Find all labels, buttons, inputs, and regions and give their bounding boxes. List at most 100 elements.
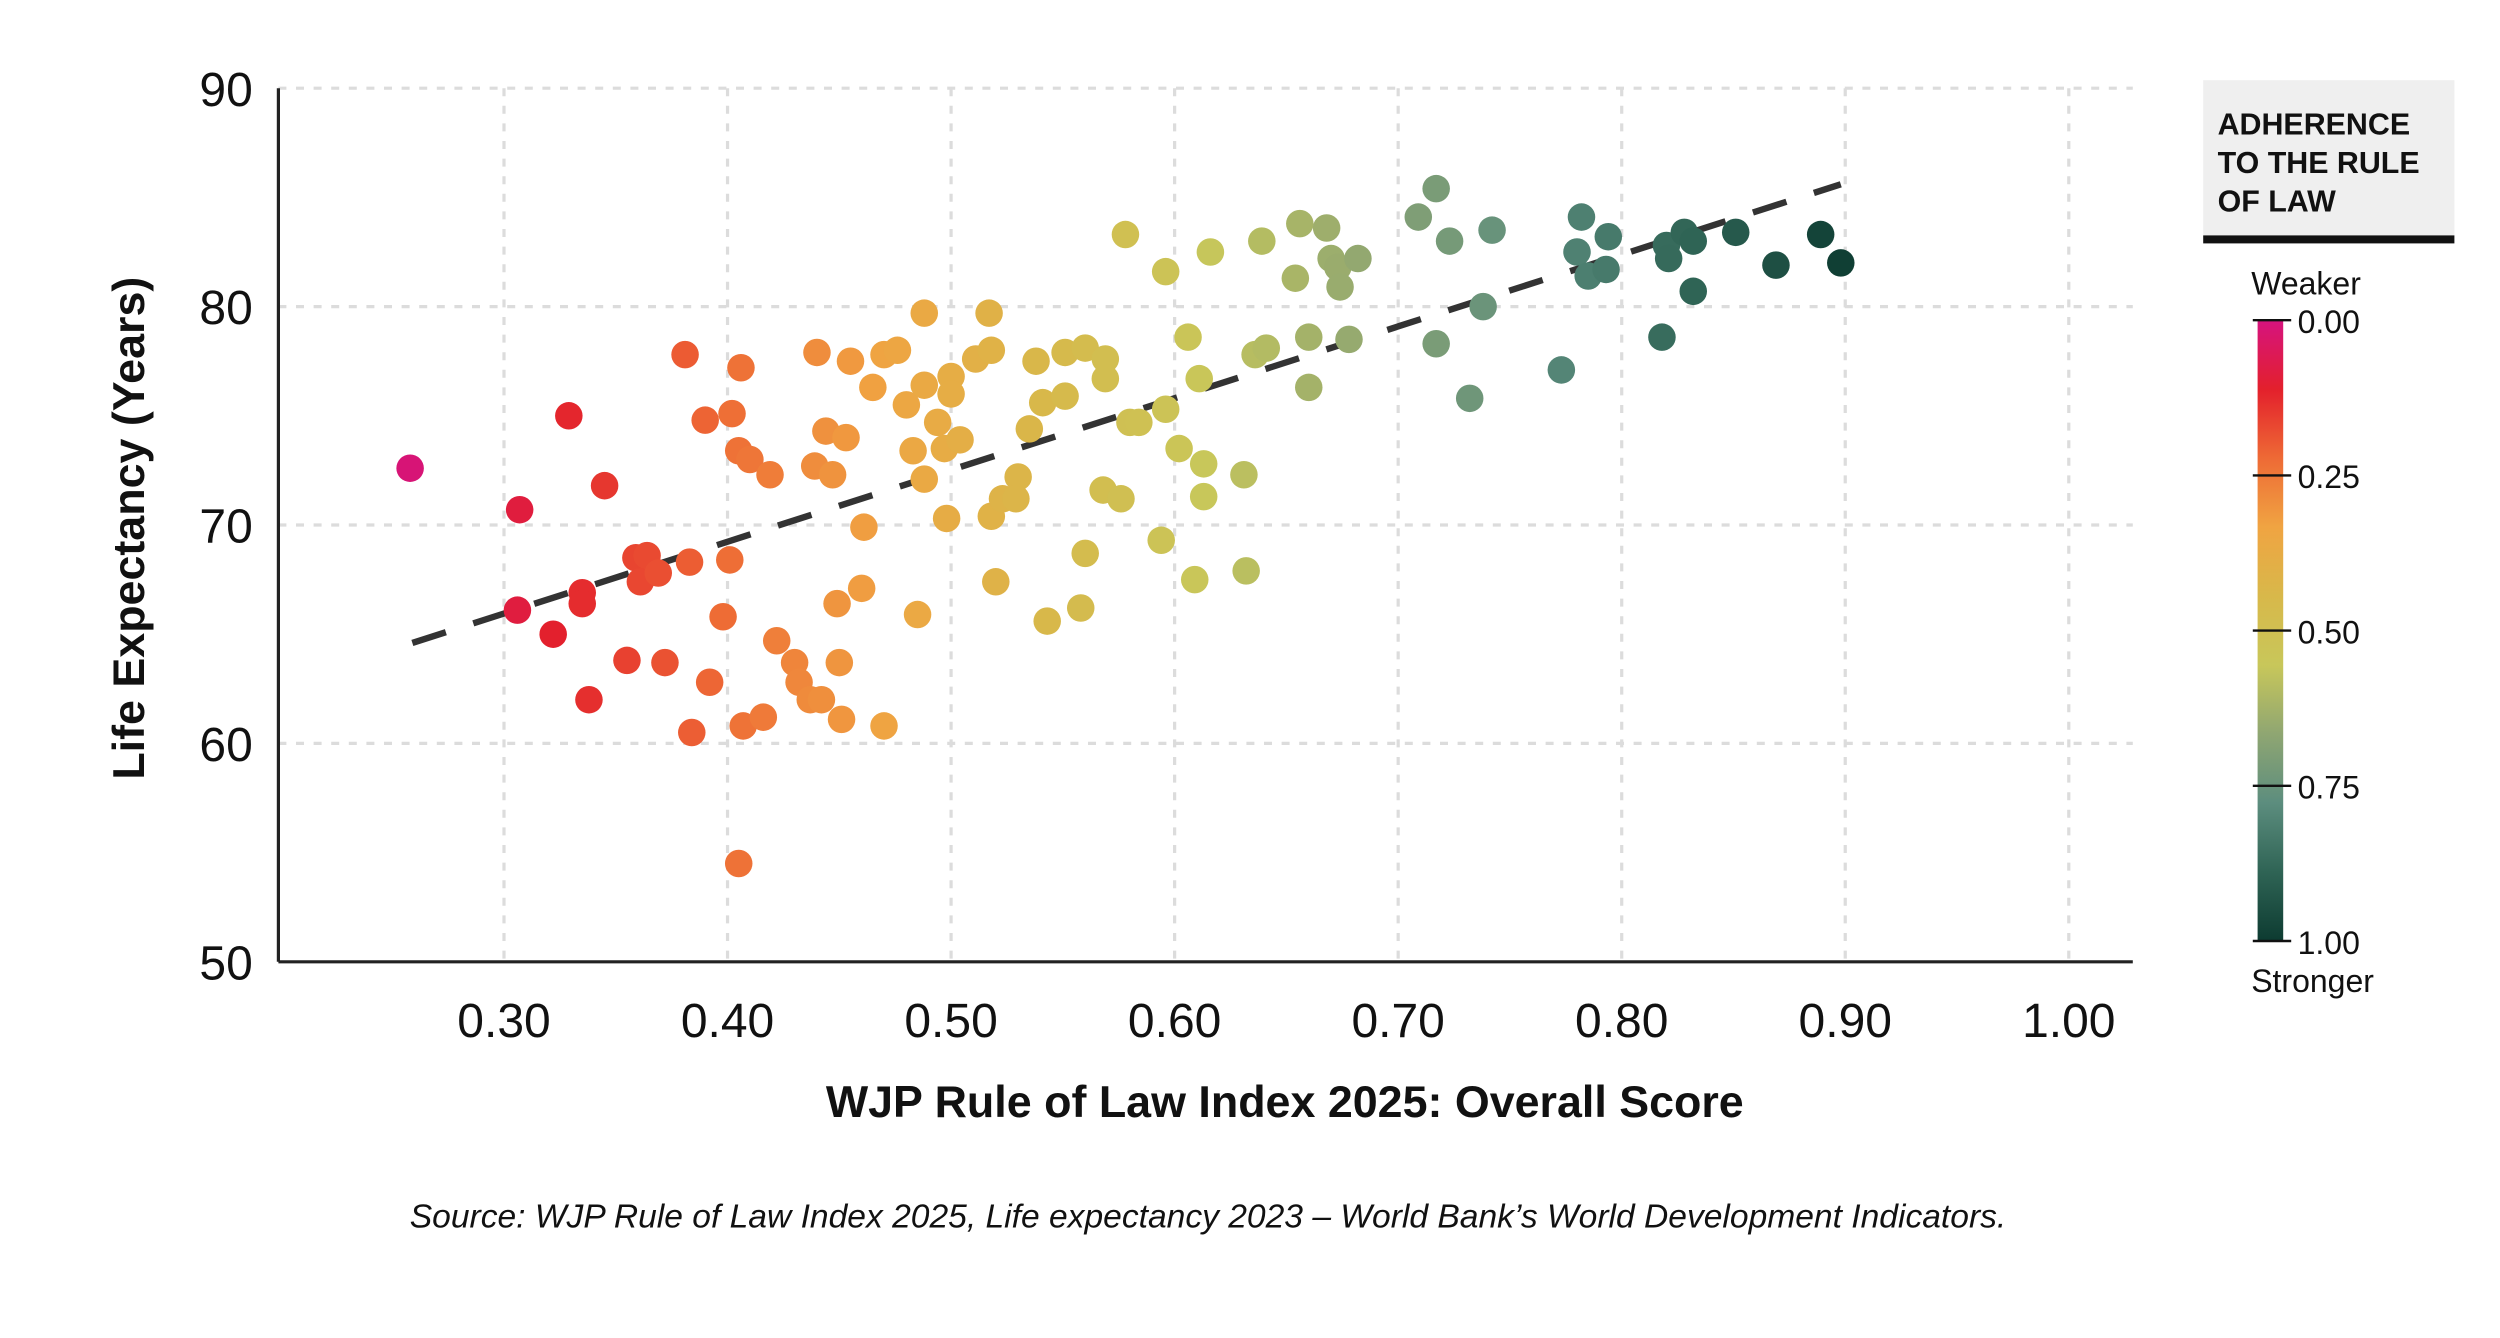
legend-tick-label: 0.00 — [2298, 304, 2360, 340]
data-point — [1071, 334, 1099, 362]
data-point — [1547, 356, 1576, 384]
legend-top-label: Weaker — [2251, 266, 2361, 302]
data-point — [977, 336, 1006, 365]
data-point — [716, 546, 744, 574]
x-tick-label: 0.60 — [1128, 995, 1221, 1048]
x-tick-label: 0.80 — [1575, 995, 1668, 1048]
data-point — [847, 574, 876, 603]
data-point — [539, 620, 567, 648]
data-point — [756, 461, 784, 489]
legend-title-line: TO THE RULE — [2218, 146, 2420, 180]
data-point — [825, 648, 854, 677]
x-axis-label: WJP Rule of Law Index 2025: Overall Scor… — [826, 1077, 1744, 1127]
data-point — [1022, 347, 1050, 375]
data-point — [1281, 264, 1310, 292]
data-point — [832, 423, 860, 452]
data-point — [827, 705, 856, 734]
data-point — [1174, 323, 1202, 351]
data-point — [675, 548, 704, 576]
data-point — [396, 454, 424, 482]
legend-tick-label: 1.00 — [2298, 925, 2360, 961]
color-legend: ADHERENCE TO THE RULE OF LAW Weaker 0.00 0.… — [2203, 80, 2455, 999]
data-point — [836, 347, 865, 375]
y-tick-label: 90 — [199, 64, 252, 117]
data-point — [1180, 565, 1209, 594]
data-point — [1806, 220, 1835, 249]
data-point — [695, 668, 724, 697]
data-point — [1125, 408, 1153, 437]
data-point — [859, 373, 887, 402]
data-point — [937, 380, 965, 408]
data-point — [1230, 461, 1258, 489]
data-point — [823, 589, 851, 618]
data-point — [1286, 209, 1314, 238]
data-point — [1344, 244, 1372, 273]
data-points — [396, 174, 1855, 878]
y-tick-label: 60 — [199, 719, 252, 772]
data-point — [1827, 249, 1855, 277]
data-point — [613, 646, 641, 675]
data-point — [1679, 277, 1708, 306]
data-point — [709, 602, 737, 631]
data-point — [1002, 485, 1030, 513]
data-point — [1679, 227, 1708, 255]
x-tick-label: 0.70 — [1351, 995, 1444, 1048]
data-point — [505, 495, 534, 524]
data-point — [899, 436, 927, 465]
data-point — [590, 471, 619, 500]
data-point — [1469, 292, 1497, 321]
data-point — [1015, 415, 1044, 443]
data-point — [1091, 345, 1120, 373]
data-point — [1151, 395, 1180, 424]
x-tick-label: 0.40 — [681, 995, 774, 1048]
data-point — [1567, 203, 1596, 231]
legend-title: ADHERENCE TO THE RULE OF LAW — [2218, 108, 2420, 219]
tick-labels: 0.30 0.40 0.50 0.60 0.70 0.80 0.90 1.00 50 60 70 80… — [199, 64, 2115, 1048]
data-point — [568, 589, 596, 618]
data-point — [678, 718, 706, 747]
y-tick-label: 80 — [199, 282, 252, 335]
data-point — [1165, 434, 1193, 463]
data-point — [1232, 557, 1260, 585]
data-point — [1252, 334, 1281, 362]
data-point — [555, 402, 583, 430]
x-tick-label: 1.00 — [2022, 995, 2115, 1048]
data-point — [1762, 251, 1790, 279]
data-point — [575, 685, 603, 714]
x-tick-label: 0.90 — [1799, 995, 1892, 1048]
data-point — [671, 340, 699, 369]
data-point — [1051, 382, 1079, 410]
data-point — [946, 426, 974, 454]
data-point — [1594, 222, 1623, 251]
data-point — [1563, 238, 1591, 266]
data-point — [1111, 220, 1140, 249]
data-point — [1422, 174, 1450, 203]
data-point — [1091, 364, 1120, 393]
data-point — [1312, 214, 1341, 242]
data-point — [1107, 485, 1135, 513]
data-point — [724, 849, 753, 878]
data-point — [850, 513, 878, 541]
x-tick-label: 0.50 — [904, 995, 997, 1048]
data-point — [762, 626, 791, 655]
data-point — [651, 648, 679, 677]
data-point — [1066, 594, 1095, 622]
data-point — [1478, 216, 1506, 244]
data-point — [910, 299, 939, 327]
data-point — [1189, 450, 1218, 478]
data-point — [1435, 227, 1464, 255]
axes — [276, 88, 2133, 964]
source-note: Source: WJP Rule of Law Index 2025, Life… — [410, 1198, 2007, 1235]
data-point — [932, 504, 961, 533]
data-point — [807, 685, 836, 714]
data-point — [818, 461, 847, 489]
data-point — [975, 299, 1003, 327]
data-point — [736, 445, 764, 474]
data-point — [903, 600, 932, 629]
data-point — [1151, 257, 1180, 286]
x-tick-label: 0.30 — [457, 995, 550, 1048]
data-point — [1071, 539, 1099, 568]
data-point — [1455, 384, 1484, 413]
data-point — [870, 712, 898, 740]
grid — [278, 86, 2133, 962]
